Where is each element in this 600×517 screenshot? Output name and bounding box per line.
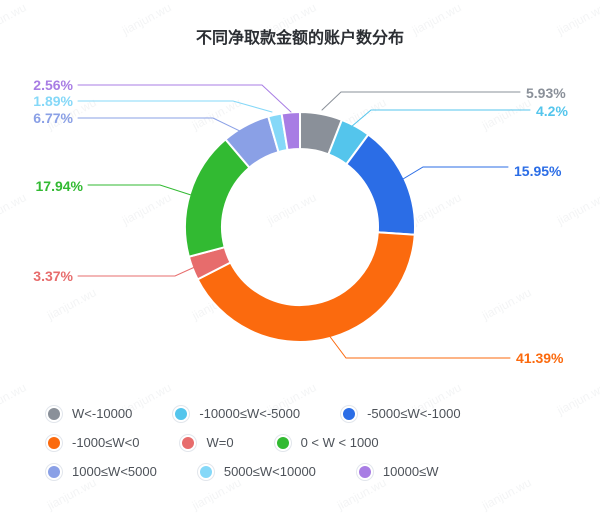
legend-item-0[interactable]: W<-10000 — [45, 406, 132, 421]
legend-item-5[interactable]: 0 < W < 1000 — [274, 435, 379, 450]
legend-marker-icon — [48, 465, 60, 478]
legend-item-1[interactable]: -10000≤W<-5000 — [172, 406, 300, 421]
legend-item-label: -1000≤W<0 — [72, 435, 140, 450]
percent-label-5: 17.94% — [36, 178, 84, 194]
legend-item-7[interactable]: 5000≤W<10000 — [197, 464, 316, 479]
legend-item-label: 10000≤W — [382, 464, 439, 479]
percent-label-1: 4.2% — [536, 103, 568, 119]
donut-chart: 5.93% 4.2% 15.95% 41.39% 3.37% 17.94% 6.77%1.8… — [33, 77, 568, 366]
label-leader-line-3 — [327, 333, 511, 359]
legend-item-8[interactable]: 10000≤W — [356, 464, 439, 479]
label-leader-line-5 — [87, 184, 192, 196]
legend-item-6[interactable]: 1000≤W<5000 — [45, 464, 157, 479]
legend-row-1: -1000≤W<0 W=0 0 < W < 1000 — [45, 428, 461, 457]
label-leader-line-8 — [77, 84, 292, 113]
watermark-text: jianjun.wu — [479, 475, 534, 513]
pie-slice-8[interactable] — [280, 110, 301, 152]
percent-label-4: 3.37% — [33, 268, 73, 284]
pie-slice-2[interactable] — [345, 133, 416, 236]
legend-marker-icon — [199, 465, 212, 478]
chart-title: 不同净取款金额的账户数分布 — [195, 30, 404, 47]
percent-label-7: 1.89% — [33, 93, 73, 109]
legend: W<-10000 -10000≤W<-5000 -5000≤W<-1000 -1000… — [45, 399, 461, 486]
label-leader-line-4 — [77, 265, 198, 277]
pie-slice-3[interactable] — [196, 231, 416, 343]
label-leader-line-6 — [77, 117, 247, 135]
legend-item-4[interactable]: W=0 — [179, 435, 234, 450]
legend-item-label: -10000≤W<-5000 — [199, 406, 301, 421]
percent-label-3: 41.39% — [516, 350, 564, 366]
legend-item-label: 5000≤W<10000 — [223, 464, 316, 479]
legend-row-2: 1000≤W<5000 5000≤W<10000 10000≤W — [45, 457, 461, 486]
label-leader-line-7 — [77, 100, 273, 113]
legend-marker-icon — [276, 436, 289, 449]
label-leader-line-0 — [321, 91, 521, 111]
legend-marker-icon — [175, 407, 188, 420]
legend-marker-icon — [182, 436, 195, 449]
legend-row-0: W<-10000 -10000≤W<-5000 -5000≤W<-1000 — [45, 399, 461, 428]
percent-label-0: 5.93% — [526, 85, 566, 101]
legend-marker-icon — [343, 407, 356, 420]
legend-item-label: -5000≤W<-1000 — [367, 406, 461, 421]
legend-marker-icon — [358, 465, 371, 478]
legend-item-label: W=0 — [206, 435, 234, 450]
percent-label-8: 2.56% — [33, 77, 73, 93]
legend-item-2[interactable]: -5000≤W<-1000 — [340, 406, 461, 421]
legend-marker-icon — [48, 407, 60, 420]
label-leader-line-2 — [402, 166, 509, 180]
percent-label-6: 6.77% — [33, 110, 73, 126]
legend-item-label: W<-10000 — [72, 406, 133, 421]
legend-item-3[interactable]: -1000≤W<0 — [45, 435, 139, 450]
legend-item-label: 0 < W < 1000 — [300, 435, 379, 450]
legend-marker-icon — [48, 436, 60, 449]
percent-label-2: 15.95% — [514, 163, 562, 179]
legend-item-label: 1000≤W<5000 — [72, 464, 157, 479]
label-leader-line-1 — [350, 109, 531, 128]
